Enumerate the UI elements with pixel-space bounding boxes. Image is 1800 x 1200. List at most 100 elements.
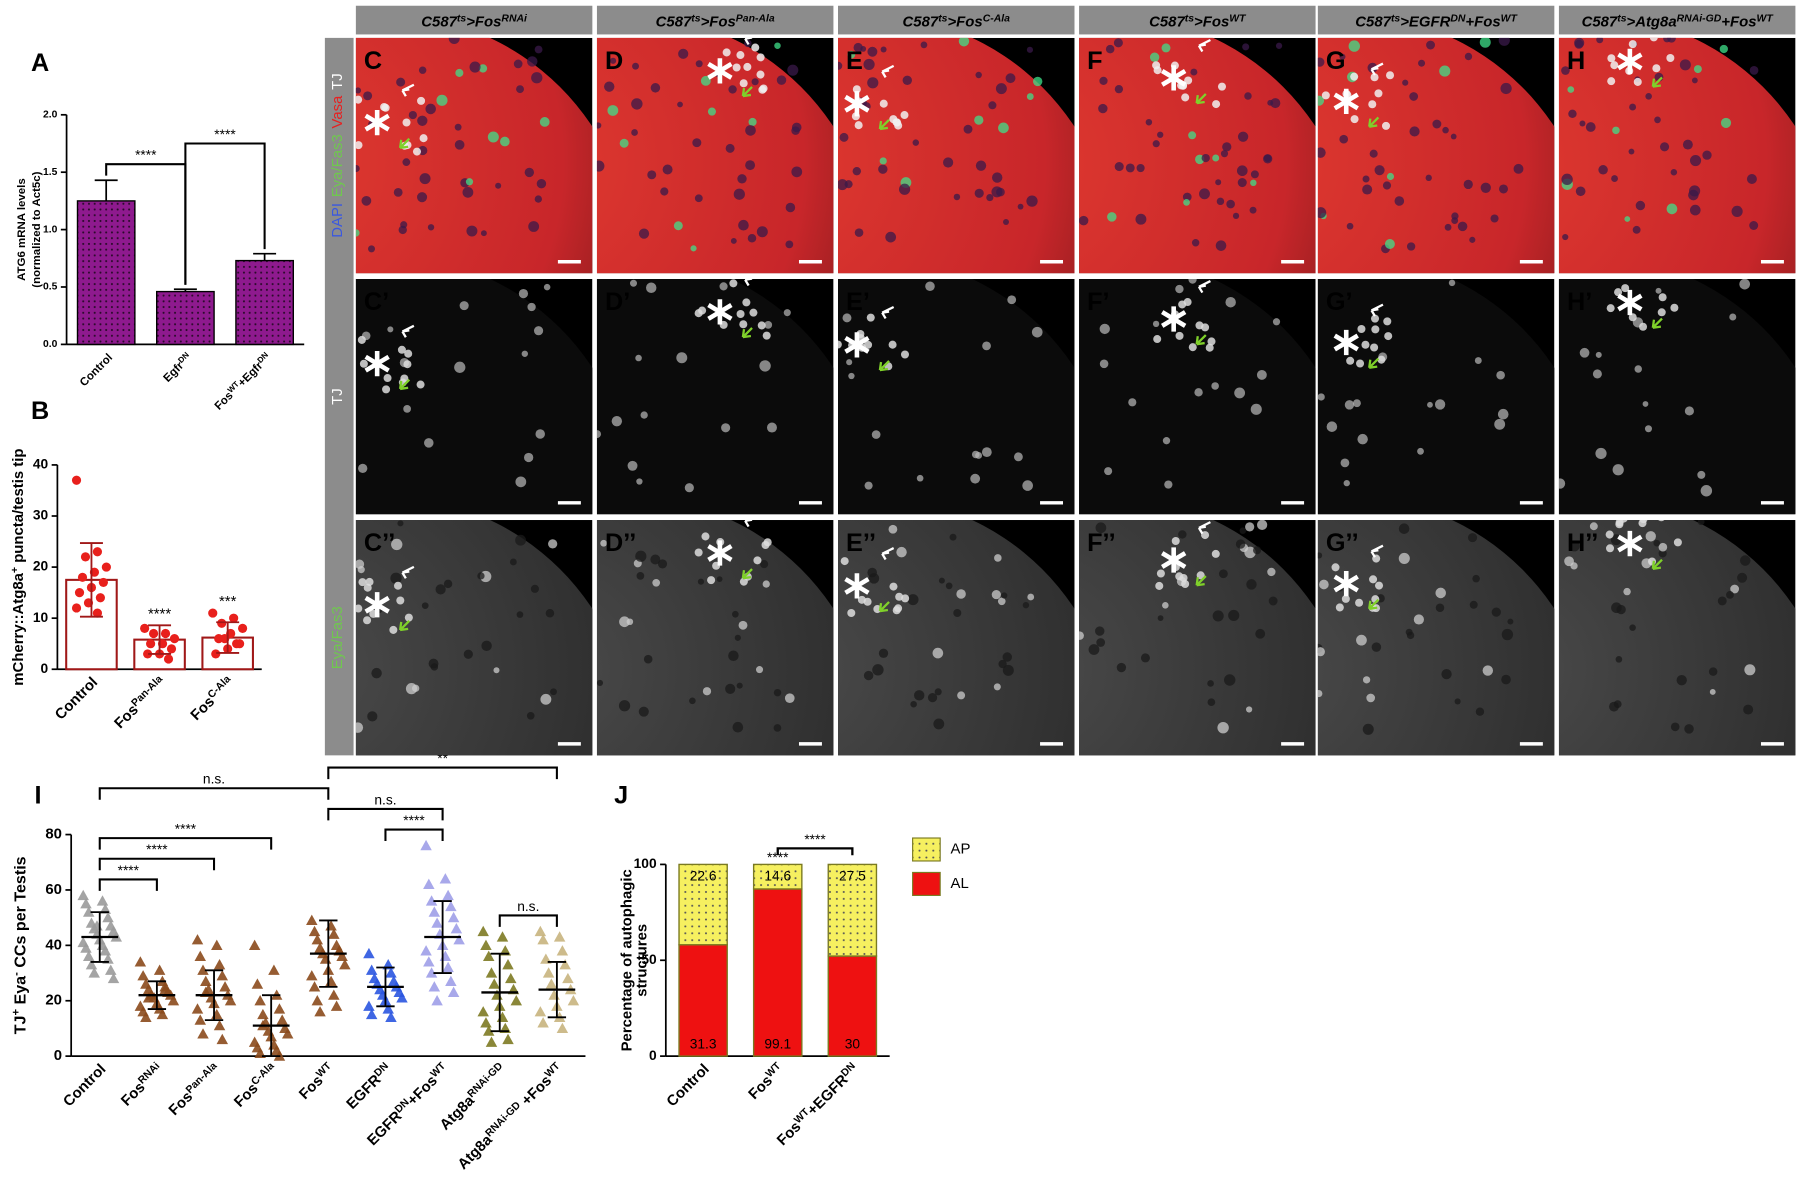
data-point bbox=[98, 577, 108, 588]
cell bbox=[756, 666, 764, 674]
bar-segment bbox=[678, 944, 728, 1057]
cell bbox=[548, 539, 558, 549]
superscript: RNAi-GD bbox=[466, 1060, 506, 1100]
x-tick-label: FosC-Ala bbox=[187, 673, 238, 724]
data-point bbox=[197, 1028, 209, 1039]
cell bbox=[1629, 624, 1636, 631]
data-point bbox=[480, 939, 492, 950]
cell bbox=[635, 354, 642, 362]
niche-cell bbox=[758, 85, 767, 94]
cell bbox=[1182, 192, 1192, 202]
y-tick-label: 100 bbox=[634, 856, 657, 871]
cell bbox=[652, 578, 661, 587]
error-bar bbox=[148, 624, 172, 655]
cell bbox=[773, 724, 782, 732]
cell bbox=[1191, 239, 1200, 247]
arrow-white bbox=[401, 565, 415, 579]
niche-cell bbox=[739, 320, 748, 329]
cell bbox=[747, 233, 757, 243]
cell bbox=[454, 139, 465, 150]
y-axis-label: TJ+ Eya- CCs per Testis bbox=[10, 856, 29, 1034]
cell bbox=[1659, 142, 1670, 152]
text-part: +EGFR bbox=[804, 1071, 852, 1119]
cell bbox=[1220, 150, 1229, 158]
error-bar bbox=[490, 952, 509, 1033]
data-point bbox=[308, 981, 321, 992]
data-point bbox=[328, 989, 340, 1000]
cell bbox=[1022, 480, 1033, 491]
cell bbox=[1568, 109, 1577, 119]
row-label-part: DAPI bbox=[329, 203, 346, 238]
cell bbox=[1442, 126, 1449, 134]
cell bbox=[1207, 680, 1214, 687]
cell bbox=[846, 359, 853, 366]
cell bbox=[1244, 546, 1256, 559]
data-point bbox=[276, 1014, 288, 1025]
superscript: Pan-Ala bbox=[129, 673, 164, 708]
hub-asterisk bbox=[1617, 289, 1643, 316]
superscript: ts bbox=[1185, 13, 1194, 24]
data-point bbox=[254, 994, 266, 1006]
superscript: C-Ala bbox=[983, 13, 1010, 24]
cell bbox=[402, 158, 411, 167]
cell bbox=[1409, 92, 1419, 101]
cell bbox=[1246, 579, 1257, 590]
superscript: ts bbox=[1391, 13, 1400, 24]
cell bbox=[1634, 365, 1642, 373]
cell bbox=[867, 77, 879, 89]
micrograph bbox=[1317, 37, 1555, 274]
cell bbox=[478, 64, 488, 73]
niche-cell bbox=[900, 111, 909, 120]
cell bbox=[1339, 134, 1349, 144]
data-point bbox=[146, 639, 156, 649]
cell bbox=[1317, 147, 1326, 158]
cell bbox=[1427, 401, 1433, 408]
cell bbox=[1017, 203, 1024, 210]
cell bbox=[938, 577, 945, 584]
cell bbox=[1201, 153, 1210, 163]
cell bbox=[1497, 408, 1509, 420]
niche-cell bbox=[1610, 61, 1619, 70]
cell bbox=[1682, 139, 1693, 150]
cell bbox=[355, 164, 360, 173]
cell bbox=[1215, 179, 1222, 186]
cell bbox=[1629, 103, 1637, 111]
data-point bbox=[537, 1017, 549, 1028]
micrograph bbox=[838, 37, 1075, 274]
cell bbox=[1645, 531, 1656, 542]
niche-cell bbox=[757, 321, 766, 330]
data-point bbox=[74, 588, 85, 598]
y-axis-label: mCherry::Atg8a+ puncta/testis tip bbox=[9, 448, 27, 685]
arrow-white bbox=[881, 305, 895, 320]
data-point bbox=[496, 1011, 509, 1022]
micrograph bbox=[838, 278, 1075, 515]
micrograph bbox=[1317, 278, 1555, 515]
row-label-part: Eya/Fas3 bbox=[329, 606, 346, 669]
data-point bbox=[134, 956, 147, 967]
cell bbox=[516, 611, 524, 618]
micrograph bbox=[1079, 278, 1316, 515]
niche-cell bbox=[1184, 76, 1193, 85]
niche-cell bbox=[1196, 571, 1205, 580]
cell bbox=[1098, 103, 1108, 114]
cell bbox=[1697, 520, 1705, 526]
cell bbox=[408, 110, 417, 120]
cell bbox=[400, 221, 408, 229]
cell bbox=[1561, 66, 1570, 75]
cell bbox=[455, 68, 464, 77]
arrow-white bbox=[1370, 303, 1384, 317]
cell bbox=[417, 192, 428, 203]
data-point bbox=[140, 623, 150, 633]
niche-cell bbox=[403, 360, 412, 369]
data-point bbox=[485, 1036, 498, 1047]
cell bbox=[1413, 614, 1424, 625]
data-point bbox=[442, 889, 454, 901]
panel-label: G bbox=[1326, 47, 1346, 75]
bar bbox=[235, 259, 294, 346]
niche-cell bbox=[1670, 303, 1679, 312]
column-header bbox=[1317, 5, 1555, 35]
error-bar bbox=[94, 179, 118, 201]
data-point bbox=[385, 1011, 397, 1022]
data-point bbox=[439, 873, 452, 884]
panel-label: C bbox=[364, 47, 382, 75]
